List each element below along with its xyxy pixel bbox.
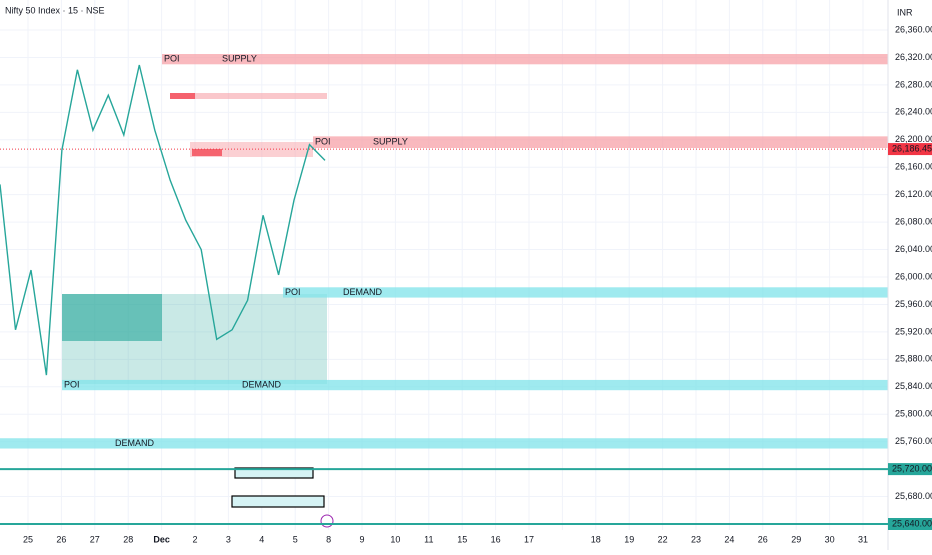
y-tick-label: 26,240.00: [895, 107, 932, 117]
price-label-box: [888, 143, 932, 156]
y-tick-label: 26,280.00: [895, 79, 932, 89]
range-box: [62, 294, 162, 341]
x-tick-label: 5: [293, 534, 298, 544]
x-tick-label: 22: [658, 534, 668, 544]
y-tick-label: 26,320.00: [895, 52, 932, 62]
x-tick-label: 31: [858, 534, 868, 544]
x-tick-label: 28: [123, 534, 133, 544]
chart-title: Nifty 50 Index · 15 · NSE: [5, 5, 105, 15]
x-tick-label: Dec: [153, 534, 170, 544]
y-tick-label: 25,680.00: [895, 491, 932, 501]
box: [231, 495, 325, 508]
x-tick-label: 26: [758, 534, 768, 544]
price-label: 26,186.45: [892, 143, 932, 153]
y-tick-label: 25,880.00: [895, 354, 932, 364]
y-tick-label: 25,800.00: [895, 409, 932, 419]
zone-box: [192, 149, 222, 156]
y-tick-label: 25,920.00: [895, 326, 932, 336]
x-tick-label: 16: [491, 534, 501, 544]
y-tick-label: 25,960.00: [895, 299, 932, 309]
x-tick-label: 9: [359, 534, 364, 544]
price-line: [0, 64, 326, 376]
zones: [0, 54, 888, 528]
y-tick-label: 26,360.00: [895, 24, 932, 34]
price-label-box: [888, 463, 932, 476]
x-tick-label: 15: [457, 534, 467, 544]
zone: [162, 54, 888, 65]
x-tick-label: 23: [691, 534, 701, 544]
event-icon[interactable]: [320, 514, 334, 528]
x-tick-label: 26: [56, 534, 66, 544]
y-tick-label: 25,760.00: [895, 436, 932, 446]
zone-kind: DEMAND: [242, 379, 282, 389]
zone-kind: SUPPLY: [222, 54, 257, 64]
y-tick-label: 25,840.00: [895, 381, 932, 391]
zone-kind: DEMAND: [343, 287, 383, 297]
x-tick-label: 27: [90, 534, 100, 544]
zone-poi: POI: [285, 287, 301, 297]
y-tick-label: 26,120.00: [895, 189, 932, 199]
zone-kind: SUPPLY: [373, 137, 408, 147]
zone-poi: POI: [64, 379, 80, 389]
zone: [0, 438, 888, 449]
zone-poi: POI: [315, 137, 331, 147]
y-tick-label: 26,040.00: [895, 244, 932, 254]
price-label: 25,720.00: [892, 463, 932, 473]
x-tick-label: 17: [524, 534, 534, 544]
zone-box: [170, 93, 327, 99]
x-tick-label: 24: [724, 534, 734, 544]
y-tick-label: 26,200.00: [895, 134, 932, 144]
x-tick-label: 30: [825, 534, 835, 544]
price-label-box: [888, 518, 932, 530]
x-tick-label: 19: [624, 534, 634, 544]
x-tick-label: 29: [791, 534, 801, 544]
x-tick-label: 8: [326, 534, 331, 544]
x-tick-label: 2: [192, 534, 197, 544]
y-tick-label: 26,160.00: [895, 162, 932, 172]
x-tick-label: 18: [591, 534, 601, 544]
x-tick-label: 3: [226, 534, 231, 544]
x-tick-label: 10: [390, 534, 400, 544]
zone: [313, 136, 888, 149]
currency: INR: [897, 7, 913, 17]
zone-box: [170, 93, 195, 99]
zone: [62, 379, 888, 391]
x-tick-label: 25: [23, 534, 33, 544]
y-tick-label: 26,080.00: [895, 216, 932, 226]
zone: [283, 287, 888, 298]
price-label: 25,640.00: [892, 518, 932, 528]
x-tick-label: 4: [259, 534, 264, 544]
zone-kind: DEMAND: [115, 438, 155, 448]
y-tick-label: 26,000.00: [895, 271, 932, 281]
box: [234, 467, 314, 479]
zone-poi: POI: [164, 54, 180, 64]
x-tick-label: 11: [424, 534, 433, 544]
